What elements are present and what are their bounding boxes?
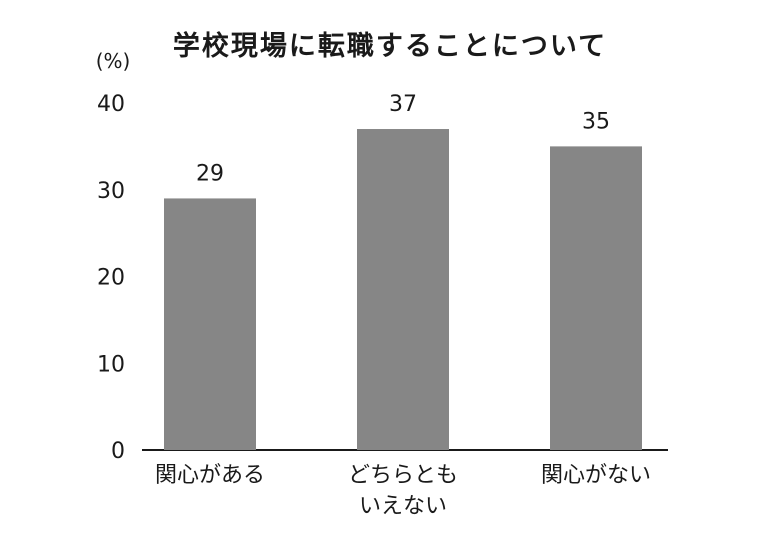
bar bbox=[164, 198, 256, 450]
x-tick-label: 関心がない bbox=[541, 463, 651, 488]
data-label: 35 bbox=[582, 109, 610, 134]
data-label: 29 bbox=[196, 161, 224, 186]
x-tick-label: 関心がある bbox=[155, 463, 265, 488]
bar bbox=[550, 146, 642, 450]
data-label: 37 bbox=[389, 92, 417, 117]
y-tick-label: 40 bbox=[97, 92, 125, 117]
x-tick-label: いえない bbox=[359, 494, 447, 519]
chart-title: 学校現場に転職することについて bbox=[172, 31, 608, 62]
bar bbox=[357, 129, 449, 450]
y-axis-unit-label: (%) bbox=[96, 49, 131, 73]
y-tick-label: 0 bbox=[111, 439, 125, 464]
x-tick-label: どちらとも bbox=[348, 463, 458, 488]
y-tick-label: 20 bbox=[97, 266, 125, 291]
y-tick-label: 10 bbox=[97, 352, 125, 377]
y-tick-label: 30 bbox=[97, 179, 125, 204]
